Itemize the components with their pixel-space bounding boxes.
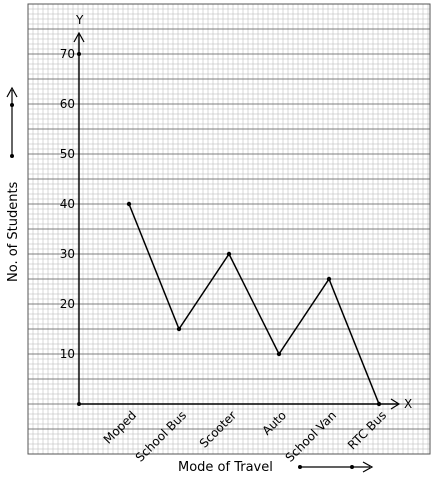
data-point <box>276 351 282 357</box>
x-tick-label: School Van <box>283 408 339 464</box>
y-tick-label: 30 <box>60 247 75 261</box>
y-direction-arrow-icon <box>6 86 18 158</box>
y-tick-label: 60 <box>60 97 75 111</box>
y-tick-label: 20 <box>60 297 75 311</box>
y-tick-labels: 10 20 30 40 50 60 70 <box>60 47 81 361</box>
y-tick-label: 40 <box>60 197 75 211</box>
x-axis-title: Mode of Travel <box>178 460 273 475</box>
data-point <box>376 401 382 407</box>
y-top-point <box>77 52 81 56</box>
major-grid <box>28 3 430 455</box>
data-point <box>226 251 232 257</box>
x-tick-label: Auto <box>260 408 290 438</box>
x-axis-arrow-icon <box>390 398 401 410</box>
data-point <box>176 326 182 332</box>
x-axis-letter: X <box>404 397 412 411</box>
x-tick-label: School Bus <box>133 408 189 464</box>
series-line <box>128 203 380 405</box>
y-axis-title: No. of Students <box>6 181 21 282</box>
y-tick-label: 70 <box>60 47 75 61</box>
x-direction-arrow-icon <box>298 461 374 473</box>
y-tick-label: 10 <box>60 347 75 361</box>
data-points <box>77 201 382 407</box>
data-point <box>126 201 132 207</box>
data-point <box>326 276 332 282</box>
x-tick-label: RTC Bus <box>345 408 389 452</box>
y-axis-letter: Y <box>75 13 84 27</box>
y-tick-label: 50 <box>60 147 75 161</box>
y-axis-arrow-icon <box>73 31 85 43</box>
origin-point <box>77 402 81 406</box>
